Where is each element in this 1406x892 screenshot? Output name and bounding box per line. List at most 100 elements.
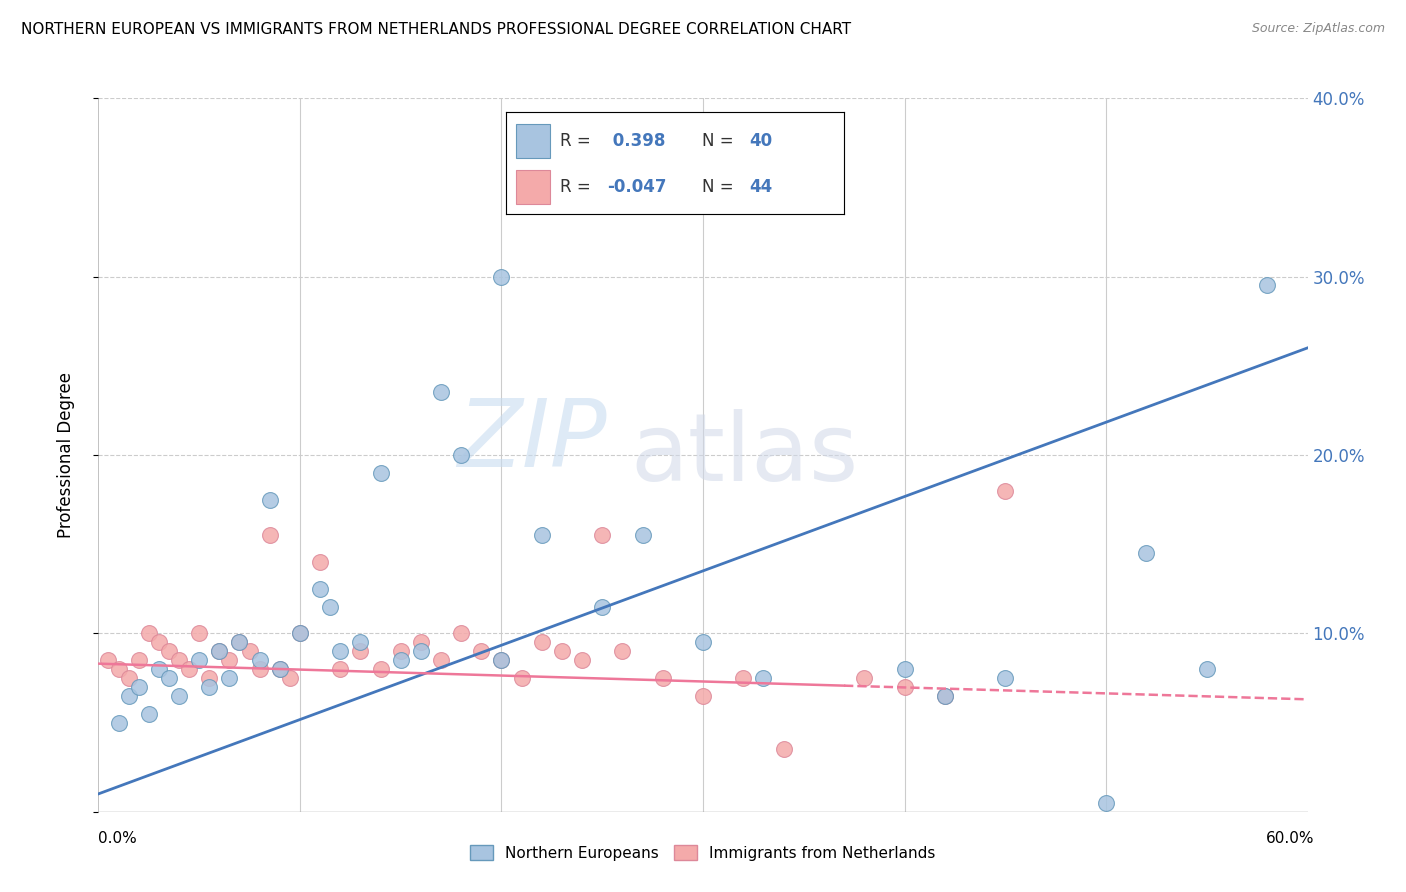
Point	[107, 662, 129, 676]
Point	[167, 653, 190, 667]
Point	[370, 466, 392, 480]
Point	[893, 680, 915, 694]
Point	[491, 653, 513, 667]
Text: NORTHERN EUROPEAN VS IMMIGRANTS FROM NETHERLANDS PROFESSIONAL DEGREE CORRELATION: NORTHERN EUROPEAN VS IMMIGRANTS FROM NET…	[21, 22, 851, 37]
Text: N =: N =	[702, 132, 738, 150]
Point	[148, 635, 170, 649]
Point	[118, 671, 141, 685]
Point	[218, 671, 240, 685]
Point	[934, 689, 956, 703]
Point	[591, 599, 613, 614]
Point	[157, 671, 180, 685]
Point	[128, 653, 150, 667]
Point	[288, 626, 311, 640]
Text: R =: R =	[560, 132, 596, 150]
Point	[309, 555, 332, 569]
Text: atlas: atlas	[630, 409, 859, 501]
Point	[269, 662, 291, 676]
Point	[249, 653, 271, 667]
Point	[994, 671, 1017, 685]
Point	[107, 715, 129, 730]
Point	[148, 662, 170, 676]
Text: ZIP: ZIP	[457, 395, 606, 486]
Point	[510, 671, 533, 685]
Point	[591, 528, 613, 542]
Point	[934, 689, 956, 703]
Point	[188, 626, 211, 640]
Point	[97, 653, 120, 667]
Point	[1256, 278, 1278, 293]
Point	[179, 662, 201, 676]
Point	[278, 671, 301, 685]
Point	[138, 706, 160, 721]
Point	[450, 626, 472, 640]
Point	[228, 635, 250, 649]
Text: R =: R =	[560, 178, 596, 196]
Y-axis label: Professional Degree: Professional Degree	[56, 372, 75, 538]
Point	[128, 680, 150, 694]
Point	[893, 662, 915, 676]
Text: 60.0%: 60.0%	[1267, 831, 1315, 846]
Point	[752, 671, 775, 685]
Point	[692, 689, 714, 703]
Point	[389, 653, 412, 667]
Point	[208, 644, 231, 658]
Point	[167, 689, 190, 703]
Point	[1095, 796, 1118, 810]
Point	[651, 671, 673, 685]
Point	[319, 599, 342, 614]
Point	[269, 662, 291, 676]
Point	[733, 671, 755, 685]
Point	[208, 644, 231, 658]
Text: 44: 44	[749, 178, 772, 196]
Point	[329, 662, 352, 676]
Point	[389, 644, 412, 658]
Point	[249, 662, 271, 676]
Point	[1135, 546, 1157, 560]
Point	[188, 653, 211, 667]
Point	[198, 671, 221, 685]
Text: 40: 40	[749, 132, 772, 150]
Point	[631, 528, 654, 542]
Point	[692, 635, 714, 649]
Text: 0.0%: 0.0%	[98, 831, 138, 846]
Point	[430, 653, 453, 667]
Text: -0.047: -0.047	[607, 178, 666, 196]
Point	[409, 644, 432, 658]
Point	[612, 644, 634, 658]
Point	[491, 653, 513, 667]
Point	[218, 653, 240, 667]
Point	[370, 662, 392, 676]
Point	[409, 635, 432, 649]
Point	[228, 635, 250, 649]
Point	[530, 635, 553, 649]
Point	[138, 626, 160, 640]
Point	[349, 644, 371, 658]
Point	[118, 689, 141, 703]
Bar	[516, 124, 550, 158]
Legend: Northern Europeans, Immigrants from Netherlands: Northern Europeans, Immigrants from Neth…	[463, 837, 943, 868]
Point	[1195, 662, 1218, 676]
Text: 0.398: 0.398	[607, 132, 666, 150]
Point	[470, 644, 492, 658]
Point	[259, 528, 281, 542]
Point	[813, 189, 835, 203]
Point	[772, 742, 794, 756]
Point	[571, 653, 593, 667]
Bar	[516, 170, 550, 204]
Point	[450, 448, 472, 462]
Text: N =: N =	[702, 178, 738, 196]
Point	[349, 635, 371, 649]
Point	[430, 385, 453, 400]
Point	[853, 671, 876, 685]
Point	[239, 644, 262, 658]
Point	[329, 644, 352, 658]
Text: Source: ZipAtlas.com: Source: ZipAtlas.com	[1251, 22, 1385, 36]
Point	[994, 483, 1017, 498]
Point	[288, 626, 311, 640]
Point	[530, 528, 553, 542]
Point	[198, 680, 221, 694]
Point	[309, 582, 332, 596]
Point	[157, 644, 180, 658]
Point	[259, 492, 281, 507]
